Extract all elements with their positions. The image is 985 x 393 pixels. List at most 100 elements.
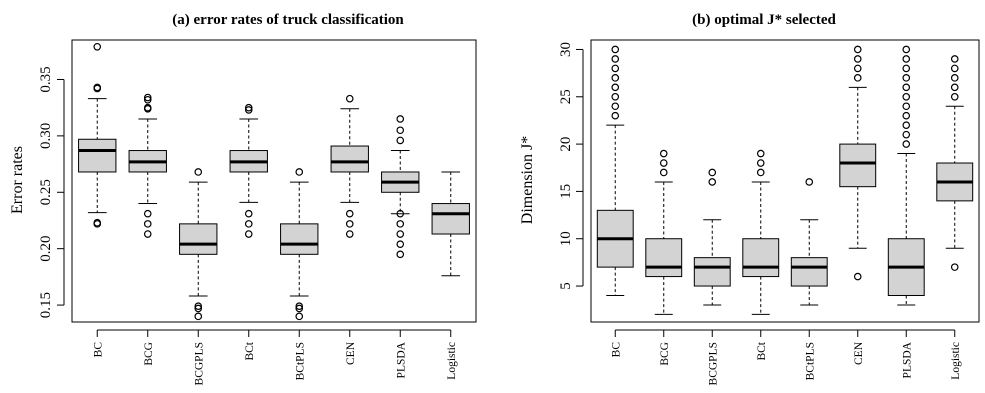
y-tick-label: 0.25: [38, 179, 54, 205]
outlier-point: [244, 209, 253, 218]
box-BCGPLS: [693, 168, 731, 306]
x-tick-label-CEN: CEN: [345, 341, 357, 365]
y-tick-label: 30: [558, 42, 574, 57]
x-tick-label-BC: BC: [610, 342, 622, 358]
outlier-point: [345, 230, 354, 238]
outlier-point: [950, 64, 959, 73]
outlier-point: [295, 304, 304, 313]
x-tick-label-Logistic: Logistic: [950, 342, 962, 380]
outlier-point: [659, 159, 668, 167]
outlier-point: [902, 111, 911, 120]
outlier-point: [345, 209, 354, 218]
outlier-point: [902, 45, 911, 54]
y-tick-label: 15: [558, 184, 574, 199]
outlier-point: [950, 55, 959, 63]
y-tick-label: 0.30: [38, 123, 54, 149]
y-tick-label: 5: [558, 282, 574, 290]
outlier-point: [396, 209, 405, 218]
panel-b-title: (b) optimal J* selected: [692, 12, 836, 28]
outlier-point: [902, 130, 911, 139]
outlier-point: [902, 121, 911, 129]
iqr-box: [179, 223, 218, 255]
iqr-box: [790, 257, 828, 287]
box-CEN: [330, 94, 369, 238]
y-tick-label: 0.15: [38, 292, 54, 318]
outlier-point: [950, 83, 959, 92]
x-tick-label-BCGPLS: BCGPLS: [193, 342, 205, 385]
iqr-box: [693, 257, 731, 287]
outlier-point: [295, 168, 304, 176]
panel-a-y-axis-title: Error rates: [9, 146, 26, 214]
box-BCtPLS: [280, 168, 319, 321]
outlier-point: [902, 92, 911, 101]
outlier-point: [143, 220, 152, 228]
box-Logistic: [431, 171, 470, 277]
y-tick-label: 0.35: [38, 66, 54, 92]
outlier-point: [396, 230, 405, 238]
outlier-point: [345, 94, 354, 103]
plot-frame: [590, 39, 980, 323]
outlier-point: [950, 74, 959, 82]
outlier-point: [611, 64, 620, 73]
box-Logistic: [936, 55, 974, 271]
outlier-point: [244, 230, 253, 238]
iqr-box: [78, 138, 117, 173]
outlier-point: [611, 83, 620, 92]
outlier-point: [659, 149, 668, 158]
outlier-point: [345, 220, 354, 228]
outlier-point: [244, 106, 253, 114]
panel-b-optimal-j: (b) optimal J* selected Dimension J* 5 10…: [519, 12, 980, 385]
iqr-box: [645, 238, 683, 278]
outlier-point: [659, 168, 668, 177]
box-BCt: [742, 149, 780, 315]
outlier-point: [902, 83, 911, 92]
outlier-point: [950, 263, 959, 271]
box-BCG: [128, 93, 167, 238]
x-tick-label-BCtPLS: BCtPLS: [804, 342, 816, 380]
outlier-point: [853, 272, 862, 281]
box-BCG: [645, 149, 683, 315]
x-tick-label-BCG: BCG: [659, 342, 671, 366]
box-PLSDA: [381, 115, 420, 259]
x-tick-label-PLSDA: PLSDA: [395, 341, 407, 378]
outlier-point: [295, 312, 304, 321]
x-tick-label-BCt: BCt: [756, 341, 768, 360]
box-BC: [596, 45, 634, 297]
outlier-point: [295, 302, 304, 311]
x-tick-label-CEN: CEN: [853, 341, 865, 365]
outlier-point: [950, 92, 959, 101]
outlier-point: [708, 168, 717, 177]
outlier-point: [708, 178, 717, 186]
outlier-point: [396, 115, 405, 123]
outlier-point: [611, 45, 620, 54]
panel-b-y-axis-title: Dimension J*: [519, 136, 536, 224]
outlier-point: [756, 149, 765, 158]
outlier-point: [902, 55, 911, 63]
iqr-box: [839, 143, 877, 188]
outlier-point: [396, 240, 405, 248]
box-BCt: [229, 103, 268, 238]
outlier-point: [853, 64, 862, 73]
panel-a-error-rates: (a) error rates of truck classification …: [9, 12, 477, 385]
outlier-point: [194, 302, 203, 311]
iqr-box: [431, 203, 470, 235]
panel-a-title: (a) error rates of truck classification: [172, 12, 404, 28]
outlier-point: [611, 55, 620, 63]
y-tick-label: 0.20: [38, 236, 54, 262]
box-BCtPLS: [790, 178, 828, 306]
outlier-point: [93, 218, 102, 227]
outlier-point: [93, 42, 102, 51]
outlier-point: [396, 126, 405, 135]
outlier-point: [805, 178, 814, 186]
outlier-point: [902, 64, 911, 73]
outlier-point: [244, 220, 253, 228]
y-tick-label: 20: [558, 137, 574, 152]
outlier-point: [853, 45, 862, 54]
box-BCGPLS: [179, 168, 218, 321]
outlier-point: [194, 304, 203, 313]
outlier-point: [143, 209, 152, 218]
box-BC: [78, 42, 117, 228]
outlier-point: [143, 230, 152, 238]
outlier-point: [143, 93, 152, 102]
